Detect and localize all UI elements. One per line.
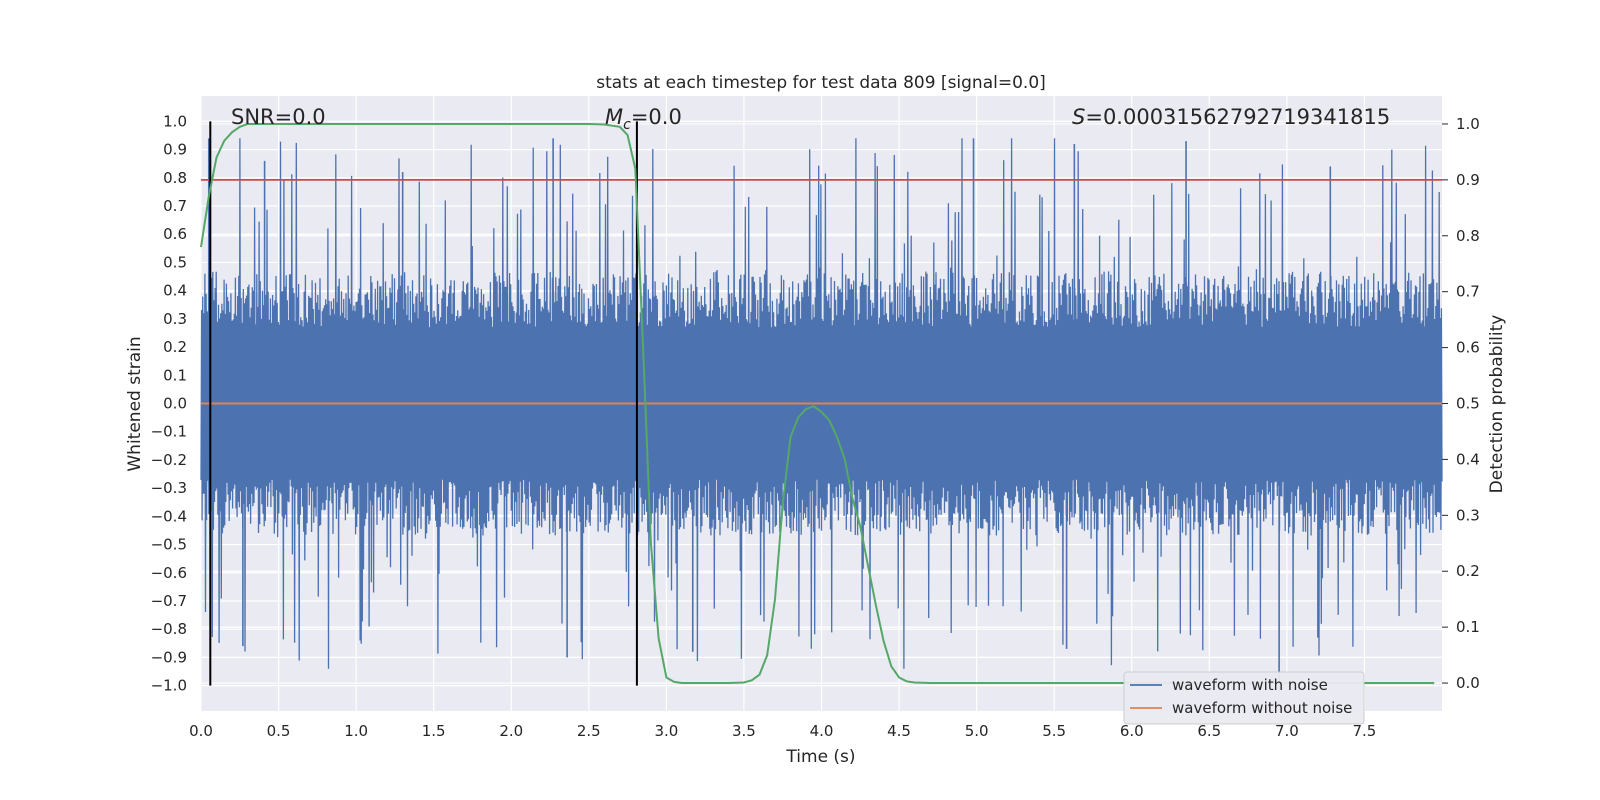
y-tick-label: 0.8 [163,169,187,187]
x-tick-label: 1.0 [344,722,368,740]
y-tick-label: −0.1 [151,423,187,441]
chirp-mass-value: =0.0 [631,105,682,129]
x-tick-label: 0.0 [189,722,213,740]
y-tick-label: −0.7 [151,592,187,610]
y-tick-label: 0.3 [163,310,187,328]
y-tick-label: 0.0 [163,395,187,413]
y-tick-label: −0.9 [151,648,187,666]
y2-tick-label: 1.0 [1456,115,1480,133]
legend: waveform with noise waveform without noi… [1123,671,1365,725]
y-tick-label: −1.0 [151,677,187,695]
x-tick-label: 7.0 [1275,722,1299,740]
y2-tick-label: 0.6 [1456,339,1480,357]
y-tick-label: 0.6 [163,225,187,243]
y-tick-label: −0.5 [151,536,187,554]
detection-probability-line [200,123,1435,684]
y-axis-label: Whitened strain [125,336,145,471]
x-tick-label: 6.5 [1197,722,1221,740]
x-tick-label: 7.5 [1353,722,1377,740]
chart-title: stats at each timestep for test data 809… [596,73,1046,93]
y-tick-label: 0.9 [163,141,187,159]
y-tick-label: 0.7 [163,197,187,215]
y2-tick-label: 0.5 [1456,395,1480,413]
chirp-mass-subscript: c [623,117,631,133]
y-tick-label: 0.1 [163,366,187,384]
y2-tick-label: 0.0 [1456,674,1480,692]
y2-tick-label: 0.2 [1456,562,1480,580]
score-symbol: S [1072,105,1085,129]
y-tick-label: −0.3 [151,479,187,497]
legend-label-noise: waveform with noise [1172,676,1328,694]
y-tick-label: −0.8 [151,620,187,638]
score-value: =0.00031562792719341815 [1085,105,1390,129]
y2-tick-label: 0.8 [1456,227,1480,245]
y-tick-label: 1.0 [163,112,187,130]
y-tick-label: −0.4 [151,507,187,525]
x-tick-label: 6.0 [1120,722,1144,740]
snr-annotation: SNR=0.0 [231,105,326,129]
x-axis-label: Time (s) [785,747,855,767]
y2-tick-label: 0.1 [1456,618,1480,636]
score-annotation: S=0.00031562792719341815 [1072,105,1390,129]
x-tick-label: 0.5 [267,722,291,740]
y-tick-label: 0.4 [163,282,187,300]
x-tick-label: 4.5 [887,722,911,740]
tick-labels: 0.0 0.5 1.0 1.5 2.0 2.5 3.0 3.5 4.0 4.5 5.0 5.5 6.0 6… [151,112,1480,740]
x-tick-label: 2.0 [499,722,523,740]
y-tick-label: −0.6 [151,564,187,582]
x-tick-label: 3.0 [654,722,678,740]
chirp-mass-annotation: Mc=0.0 [605,105,682,133]
x-tick-label: 5.0 [965,722,989,740]
legend-box [1123,671,1365,725]
x-tick-label: 3.5 [732,722,756,740]
legend-label-clean: waveform without noise [1172,699,1352,717]
y2-tick-label: 0.7 [1456,283,1480,301]
y2-tick-label: 0.3 [1456,506,1480,524]
waveform-with-noise-series [200,138,1443,692]
y-tick-label: −0.2 [151,451,187,469]
chirp-mass-symbol: M [605,105,623,129]
y2-axis-label: Detection probability [1487,315,1507,494]
x-tick-label: 2.5 [577,722,601,740]
y2-tick-label: 0.4 [1456,450,1480,468]
noise-waveform-line [200,138,1443,669]
x-tick-label: 1.5 [422,722,446,740]
y-tick-label: 0.2 [163,338,187,356]
x-tick-label: 5.5 [1042,722,1066,740]
y2-tick-label: 0.9 [1456,171,1480,189]
y-tick-label: 0.5 [163,253,187,271]
x-tick-label: 4.0 [810,722,834,740]
overlay-lines [200,121,1442,686]
